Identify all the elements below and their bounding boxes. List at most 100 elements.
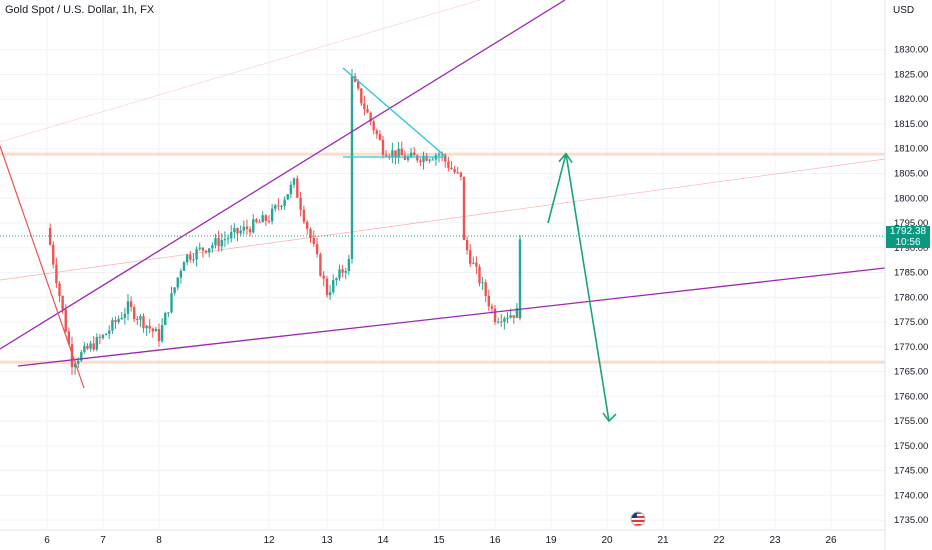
candle-up (261, 215, 264, 223)
y-tick-label: 1735.00 (894, 515, 928, 526)
candle-down (217, 237, 220, 247)
candle-down (372, 121, 375, 131)
x-tick-label: 16 (489, 535, 501, 546)
candle-up (338, 269, 341, 279)
candle-up (179, 270, 183, 278)
x-tick-label: 21 (657, 535, 669, 546)
x-tick-label: 26 (825, 535, 837, 546)
candle-up (274, 205, 277, 209)
candle-up (211, 245, 214, 249)
candle-up (126, 301, 130, 314)
candle-up (283, 199, 286, 206)
candle-down (236, 228, 239, 234)
candle-down (416, 155, 419, 161)
candle-up (108, 330, 111, 334)
candle-up (176, 277, 179, 288)
candle-up (185, 254, 189, 263)
candle-down (341, 269, 344, 273)
y-tick-label: 1800.00 (894, 193, 928, 204)
us-event-badge-icon[interactable] (630, 511, 646, 527)
candle-up (422, 155, 425, 163)
candle-down (462, 215, 466, 241)
y-tick-label: 1750.00 (894, 441, 928, 452)
candle-up (391, 150, 394, 157)
candle-up (230, 232, 233, 239)
support-zone (0, 360, 885, 364)
candle-down (306, 221, 309, 229)
candle-down (493, 308, 497, 323)
candle-down (447, 161, 450, 168)
candle-up (252, 219, 255, 233)
y-tick-label: 1810.00 (894, 144, 928, 155)
candle-up (198, 247, 201, 249)
candle-down (55, 264, 58, 284)
candle-up (472, 262, 475, 264)
candle-down (189, 254, 192, 260)
currency-label: USD (893, 5, 915, 16)
candle-down (312, 237, 315, 244)
candle-down (325, 278, 329, 296)
candle-down (264, 215, 268, 221)
candle-down (148, 325, 151, 329)
y-tick-label: 1815.00 (894, 119, 928, 130)
candle-down (363, 103, 366, 110)
candle-up (289, 184, 293, 195)
candle-up (428, 159, 431, 161)
candle-down (453, 169, 456, 173)
candle-up (111, 320, 114, 331)
candle-up (496, 321, 500, 323)
candle-down (61, 295, 64, 310)
candle-up (120, 317, 123, 319)
candle-down (484, 282, 487, 296)
candle-down (462, 176, 466, 181)
candle-up (518, 239, 522, 268)
candle-down (475, 262, 478, 267)
candle-up (182, 262, 186, 271)
candle-down (425, 155, 428, 161)
candle-up (280, 205, 283, 207)
candle-down (400, 148, 403, 156)
y-tick-label: 1830.00 (894, 45, 928, 56)
candle-up (350, 172, 354, 257)
candle-up (233, 228, 236, 233)
candle-up (242, 226, 246, 231)
y-tick-label: 1825.00 (894, 69, 928, 80)
candle-up (139, 316, 142, 320)
candle-up (73, 363, 77, 368)
x-tick-label: 22 (713, 535, 725, 546)
candle-up (518, 267, 522, 319)
candle-down (487, 295, 490, 307)
candle-down (384, 154, 388, 157)
y-tick-label: 1795.00 (894, 218, 928, 229)
candle-up (347, 258, 351, 271)
flag-upper-line (342, 67, 446, 157)
candle-down (151, 328, 154, 332)
candle-down (129, 301, 133, 308)
candle-down (375, 130, 378, 135)
candle-up (164, 312, 167, 326)
candle-down (92, 343, 95, 350)
last-price-tag: 1792.38 10:56 (886, 226, 930, 248)
candle-down (204, 250, 208, 253)
x-tick-label: 23 (769, 535, 781, 546)
candle-up (154, 329, 158, 332)
candle-down (136, 319, 139, 321)
candle-up (170, 293, 173, 313)
y-tick-label: 1755.00 (894, 416, 928, 427)
candle-up (239, 230, 242, 234)
candle-down (142, 316, 145, 329)
y-tick-label: 1740.00 (894, 490, 928, 501)
candle-up (332, 280, 335, 293)
y-tick-label: 1775.00 (894, 317, 928, 328)
projection-path (547, 153, 610, 422)
candle-up (437, 154, 441, 156)
bar-countdown: 10:56 (895, 237, 921, 248)
candle-down (469, 250, 472, 264)
candle-down (456, 172, 459, 174)
candle-up (431, 159, 434, 161)
y-tick-label: 1745.00 (894, 466, 928, 477)
candle-down (67, 331, 71, 345)
arrow-head-down (602, 412, 617, 423)
candle-up (226, 238, 230, 240)
